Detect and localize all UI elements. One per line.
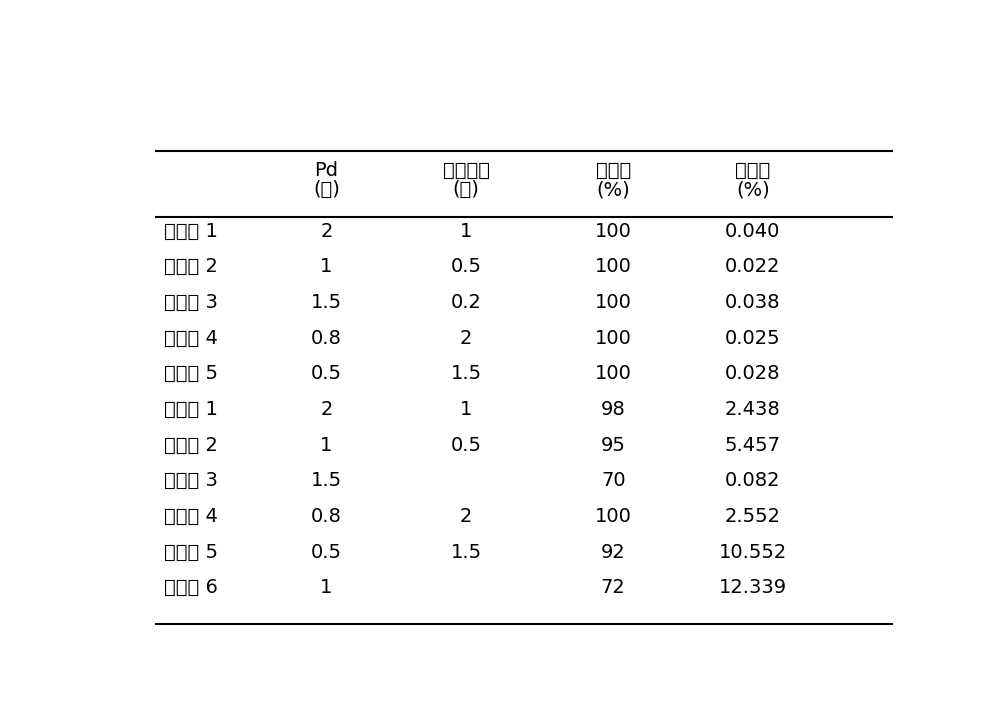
Text: 1: 1 — [320, 578, 333, 597]
Text: 98: 98 — [601, 400, 626, 419]
Text: 对比例 4: 对比例 4 — [164, 507, 218, 526]
Text: 对比例 2: 对比例 2 — [164, 436, 218, 455]
Text: 实施例 3: 实施例 3 — [164, 293, 218, 312]
Text: 72: 72 — [601, 578, 626, 597]
Text: Pd: Pd — [314, 161, 338, 180]
Text: 实施例 5: 实施例 5 — [164, 364, 218, 384]
Text: 0.025: 0.025 — [725, 329, 781, 348]
Text: 100: 100 — [595, 329, 632, 348]
Text: 12.339: 12.339 — [719, 578, 787, 597]
Text: 95: 95 — [601, 436, 626, 455]
Text: 100: 100 — [595, 257, 632, 276]
Text: 1: 1 — [320, 436, 333, 455]
Text: 对比例 3: 对比例 3 — [164, 471, 218, 491]
Text: (%): (%) — [736, 180, 770, 200]
Text: (％): (％) — [453, 180, 479, 200]
Text: 0.028: 0.028 — [725, 364, 780, 384]
Text: 1.5: 1.5 — [311, 471, 342, 491]
Text: 0.2: 0.2 — [451, 293, 481, 312]
Text: 0.5: 0.5 — [450, 436, 482, 455]
Text: 2: 2 — [320, 400, 333, 419]
Text: 100: 100 — [595, 364, 632, 384]
Text: 0.8: 0.8 — [311, 329, 342, 348]
Text: 2: 2 — [460, 329, 472, 348]
Text: 100: 100 — [595, 507, 632, 526]
Text: 1.5: 1.5 — [450, 364, 482, 384]
Text: 对比例 1: 对比例 1 — [164, 400, 218, 419]
Text: 0.038: 0.038 — [725, 293, 780, 312]
Text: (％): (％) — [313, 180, 340, 200]
Text: 对比例 6: 对比例 6 — [164, 578, 218, 597]
Text: 助剂金属: 助剂金属 — [442, 161, 490, 180]
Text: 0.8: 0.8 — [311, 507, 342, 526]
Text: 0.082: 0.082 — [725, 471, 780, 491]
Text: 0.022: 0.022 — [725, 257, 780, 276]
Text: 10.552: 10.552 — [719, 543, 787, 562]
Text: 100: 100 — [595, 222, 632, 240]
Text: 1: 1 — [320, 257, 333, 276]
Text: (%): (%) — [596, 180, 630, 200]
Text: 92: 92 — [601, 543, 626, 562]
Text: 100: 100 — [595, 293, 632, 312]
Text: 转化率: 转化率 — [596, 161, 631, 180]
Text: 2.438: 2.438 — [725, 400, 781, 419]
Text: 2: 2 — [320, 222, 333, 240]
Text: 1: 1 — [460, 400, 472, 419]
Text: 0.5: 0.5 — [311, 364, 342, 384]
Text: 1.5: 1.5 — [311, 293, 342, 312]
Text: 1: 1 — [460, 222, 472, 240]
Text: 70: 70 — [601, 471, 626, 491]
Text: 1.5: 1.5 — [450, 543, 482, 562]
Text: 0.5: 0.5 — [450, 257, 482, 276]
Text: 2.552: 2.552 — [725, 507, 781, 526]
Text: 实施例 4: 实施例 4 — [164, 329, 218, 348]
Text: 对比例 5: 对比例 5 — [164, 543, 218, 562]
Text: 实施例 2: 实施例 2 — [164, 257, 218, 276]
Text: 脆氯率: 脆氯率 — [735, 161, 770, 180]
Text: 2: 2 — [460, 507, 472, 526]
Text: 5.457: 5.457 — [725, 436, 781, 455]
Text: 0.040: 0.040 — [725, 222, 780, 240]
Text: 实施例 1: 实施例 1 — [164, 222, 218, 240]
Text: 0.5: 0.5 — [311, 543, 342, 562]
